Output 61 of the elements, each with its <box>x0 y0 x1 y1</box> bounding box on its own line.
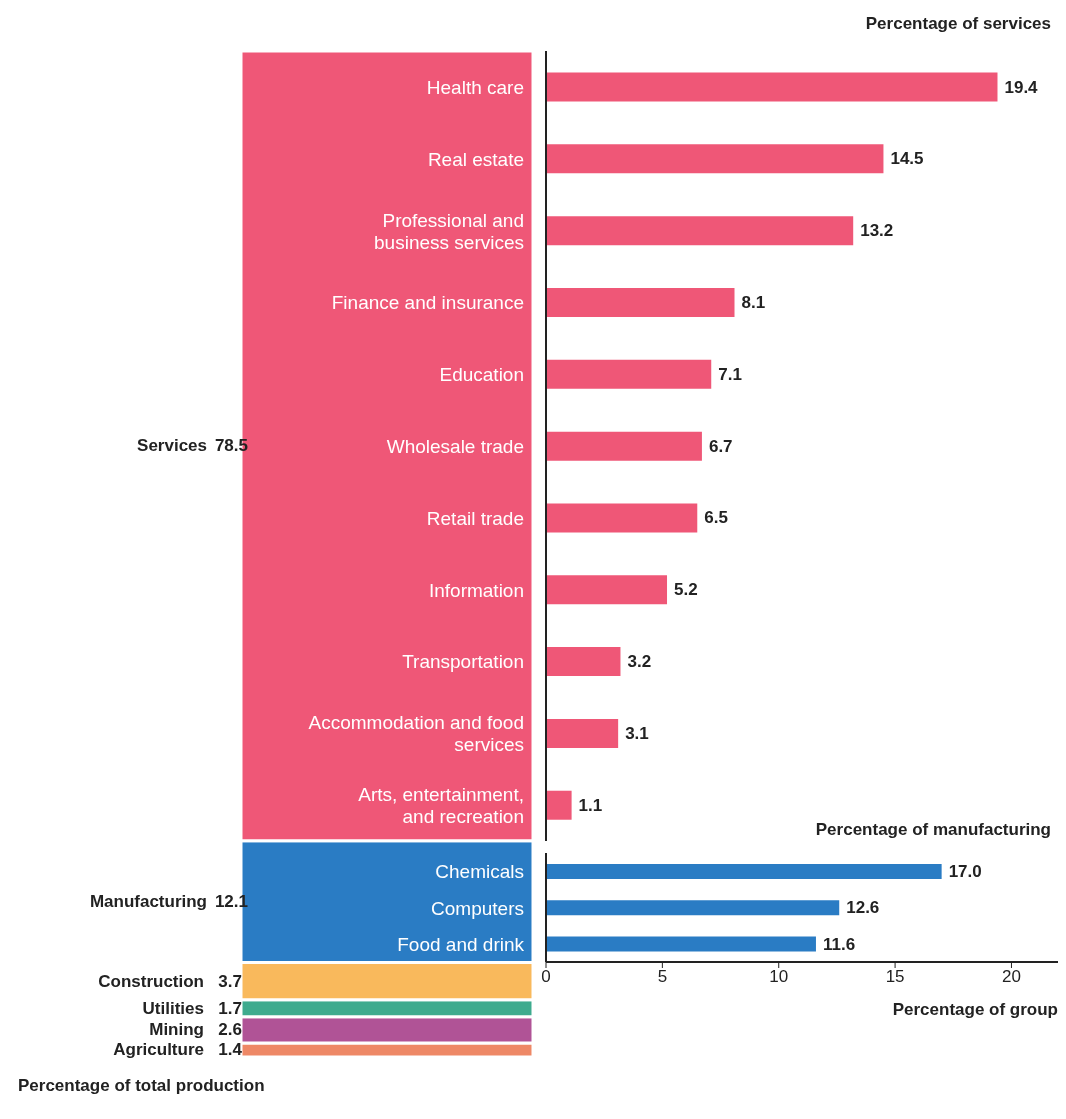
bar <box>546 431 702 461</box>
data-label: 1.7 <box>218 998 242 1018</box>
data-label: 3.2 <box>627 652 652 672</box>
bar <box>546 900 840 916</box>
bar <box>546 647 621 677</box>
x-tick-label: 15 <box>885 967 905 987</box>
bar <box>546 863 942 879</box>
y-tick-label: Real estate <box>427 148 524 170</box>
data-label: 1.4 <box>218 1040 243 1060</box>
y-tick-label: Retail trade <box>426 507 524 529</box>
bar <box>546 144 884 174</box>
bar <box>546 575 668 605</box>
x-tick-label: 20 <box>1001 967 1021 987</box>
x-axis-title: Percentage of total production <box>18 1076 265 1096</box>
bar <box>546 936 816 952</box>
y-tick-label: Computers <box>431 897 524 918</box>
y-tick-label: Professional and business services <box>374 209 524 253</box>
y-tick-label: Chemicals <box>435 860 524 882</box>
x-axis-title: Percentage of group <box>892 1000 1058 1020</box>
data-label: 14.5 <box>890 149 924 169</box>
x-tick-label: 10 <box>769 967 789 987</box>
data-label: 6.5 <box>704 508 728 528</box>
chart-title: Percentage of services <box>865 14 1051 34</box>
data-label: 12.6 <box>846 898 880 918</box>
x-tick-label: 5 <box>657 967 668 987</box>
data-label: 6.7 <box>708 436 733 456</box>
y-tick-label: Arts, entertainment, and recreation <box>358 783 524 827</box>
data-label: 11.6 <box>822 934 856 954</box>
bar <box>546 216 854 246</box>
y-tick-label: Finance and insurance <box>331 291 524 313</box>
y-tick-label: Food and drink <box>397 933 525 955</box>
data-label: 3.1 <box>625 723 649 743</box>
bar <box>546 288 735 317</box>
y-tick-label: Information <box>428 579 524 601</box>
y-tick-label: Health care <box>426 76 524 98</box>
bar <box>546 790 572 820</box>
text: Mining <box>149 1020 204 1040</box>
y-tick-label: Wholesale trade <box>386 435 524 457</box>
data-label: 8.1 <box>741 293 766 312</box>
bar <box>546 72 998 102</box>
data-label: 2.6 <box>218 1020 242 1040</box>
data-label: 17.0 <box>948 861 982 881</box>
chart-title: Percentage of manufacturing <box>815 820 1051 840</box>
text: Construction <box>98 971 204 991</box>
x-tick-label: 0 <box>541 967 551 987</box>
y-tick-label: Transportation <box>402 650 524 672</box>
bar <box>546 718 619 748</box>
data-label: 7.1 <box>718 364 742 384</box>
bar <box>546 359 712 389</box>
data-label: 19.4 <box>1004 77 1039 97</box>
text: Utilities <box>142 998 204 1018</box>
bar <box>546 503 698 533</box>
data-label: 3.7 <box>218 971 242 991</box>
data-label: 13.2 <box>860 221 894 241</box>
data-label: 1.1 <box>578 795 603 815</box>
y-tick-label: Education <box>439 363 524 385</box>
series-label: Manufacturing <box>89 892 207 912</box>
series-label: Services <box>137 436 207 456</box>
data-label: 5.2 <box>674 580 698 600</box>
y-tick-label: Accommodation and food services <box>308 711 524 755</box>
text: Agriculture <box>113 1040 204 1060</box>
